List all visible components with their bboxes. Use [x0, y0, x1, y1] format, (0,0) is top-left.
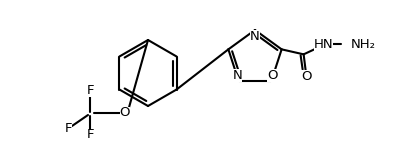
Text: N: N: [232, 69, 243, 82]
Text: F: F: [86, 128, 94, 141]
Text: F: F: [86, 84, 94, 97]
Text: HN: HN: [314, 38, 333, 51]
Text: F: F: [64, 121, 72, 134]
Text: O: O: [120, 106, 130, 119]
Text: O: O: [267, 69, 278, 82]
Text: O: O: [301, 70, 312, 83]
Text: NH₂: NH₂: [351, 38, 375, 51]
Text: N: N: [250, 29, 260, 42]
